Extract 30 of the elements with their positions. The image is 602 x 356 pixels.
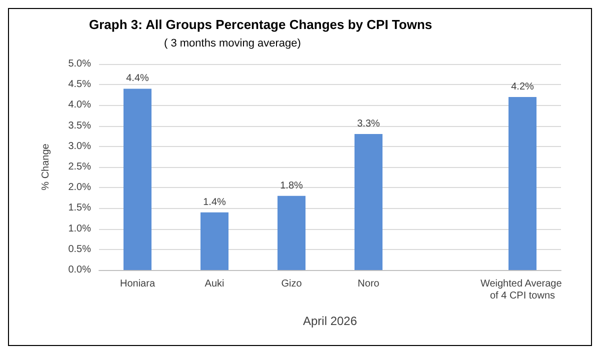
y-axis-title: % Change <box>40 143 52 190</box>
y-tick-label: 0.5% <box>68 244 92 255</box>
y-tick-label: 1.0% <box>68 223 92 234</box>
data-label: 4.4% <box>126 73 150 84</box>
x-tick-label: Noro <box>358 278 380 290</box>
data-label: 1.8% <box>280 180 304 192</box>
y-tick-label: 4.5% <box>68 79 92 90</box>
bar <box>508 96 536 270</box>
y-tick-label: 2.5% <box>68 162 92 172</box>
y-tick-label: 5.0% <box>68 58 92 70</box>
y-tick-label: 1.5% <box>68 202 92 214</box>
y-tick-label: 2.0% <box>68 182 92 194</box>
chart-subtitle: ( 3 months moving average) <box>164 38 301 50</box>
x-tick-label: Auki <box>204 278 224 290</box>
y-tick-label: 3.5% <box>68 120 92 132</box>
y-tick-label: 0.0% <box>68 264 92 276</box>
data-label: 1.4% <box>203 196 226 208</box>
bar <box>278 196 306 270</box>
bar <box>200 212 228 270</box>
data-label: 4.2% <box>511 81 534 92</box>
data-label: 3.3% <box>357 118 380 130</box>
bar <box>124 88 152 270</box>
x-tick-label: Weighted Average of 4 CPI towns <box>480 278 565 302</box>
y-tick-label: 4.0% <box>68 100 92 111</box>
chart-title: Graph 3: All Groups Percentage Changes by CPI Towns <box>89 17 432 32</box>
x-tick-label: Honiara <box>120 278 156 290</box>
bar <box>354 134 382 270</box>
x-tick-label: Gizo <box>281 278 302 290</box>
y-tick-label: 3.0% <box>68 140 92 152</box>
x-axis-title: April 2026 <box>302 314 358 328</box>
